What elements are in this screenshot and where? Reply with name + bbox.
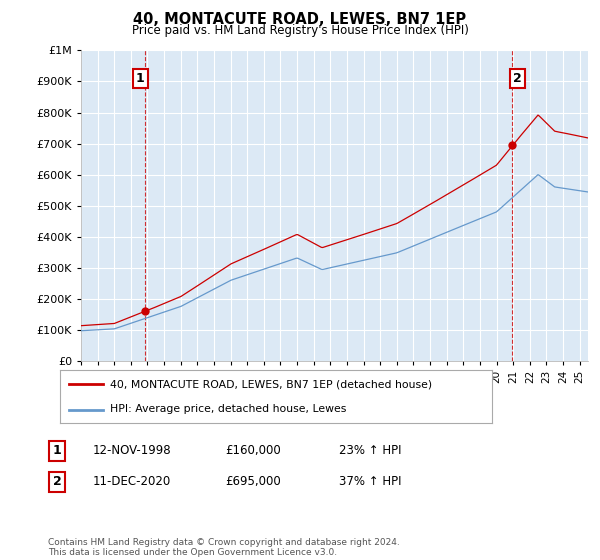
Text: 12-NOV-1998: 12-NOV-1998 — [93, 444, 172, 458]
Text: 2: 2 — [513, 72, 522, 85]
Text: 37% ↑ HPI: 37% ↑ HPI — [339, 475, 401, 488]
Text: Price paid vs. HM Land Registry's House Price Index (HPI): Price paid vs. HM Land Registry's House … — [131, 24, 469, 36]
Text: 40, MONTACUTE ROAD, LEWES, BN7 1EP: 40, MONTACUTE ROAD, LEWES, BN7 1EP — [133, 12, 467, 27]
Text: 1: 1 — [53, 444, 61, 458]
Text: Contains HM Land Registry data © Crown copyright and database right 2024.
This d: Contains HM Land Registry data © Crown c… — [48, 538, 400, 557]
Text: 40, MONTACUTE ROAD, LEWES, BN7 1EP (detached house): 40, MONTACUTE ROAD, LEWES, BN7 1EP (deta… — [110, 380, 432, 390]
Text: 1: 1 — [136, 72, 145, 85]
Text: £695,000: £695,000 — [225, 475, 281, 488]
Text: 11-DEC-2020: 11-DEC-2020 — [93, 475, 171, 488]
Text: 23% ↑ HPI: 23% ↑ HPI — [339, 444, 401, 458]
Text: £160,000: £160,000 — [225, 444, 281, 458]
Text: 2: 2 — [53, 475, 61, 488]
Text: HPI: Average price, detached house, Lewes: HPI: Average price, detached house, Lewe… — [110, 404, 346, 414]
